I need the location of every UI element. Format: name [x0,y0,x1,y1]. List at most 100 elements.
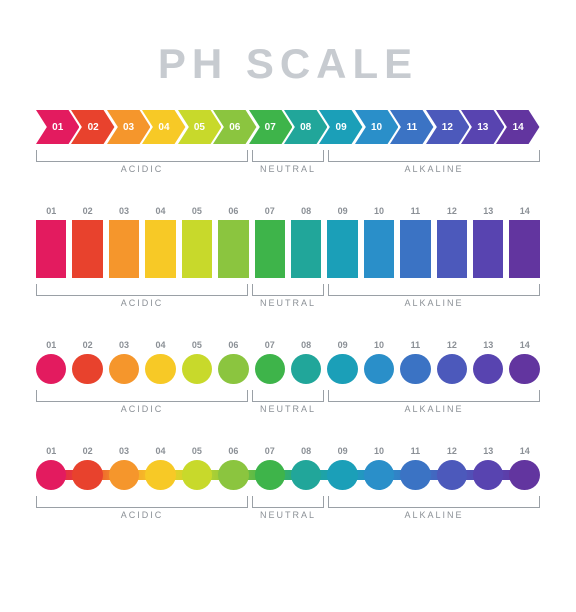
linked-strip [36,460,540,490]
circle-05 [182,354,212,384]
linked-circle-04 [145,460,175,490]
number-strip: 0102030405060708091011121314 [36,340,540,350]
num-label: 05 [182,340,212,350]
bar-06 [218,220,248,278]
num-label: 02 [72,446,102,456]
bar-13 [473,220,503,278]
linked-circle-03 [109,460,139,490]
linked-circle-09 [327,460,357,490]
num-label: 06 [218,340,248,350]
num-label: 01 [36,206,66,216]
num-label: 09 [327,446,357,456]
circle-14 [509,354,539,384]
circle-04 [145,354,175,384]
label-alkaline: ALKALINE [404,164,463,174]
circle-11 [400,354,430,384]
bar-04 [145,220,175,278]
linked-circle-02 [72,460,102,490]
circle-13 [473,354,503,384]
number-strip: 0102030405060708091011121314 [36,206,540,216]
linked-circle-13 [473,460,503,490]
circle-01 [36,354,66,384]
circle-08 [291,354,321,384]
num-label: 13 [473,446,503,456]
label-acidic: ACIDIC [121,298,164,308]
num-label: 09 [327,340,357,350]
num-label: 04 [145,446,175,456]
bracket-row-2: ACIDIC NEUTRAL ALKALINE [36,284,540,312]
bar-09 [327,220,357,278]
num-label: 03 [109,206,139,216]
number-strip: 0102030405060708091011121314 [36,446,540,456]
num-label: 09 [327,206,357,216]
bar-strip [36,220,540,278]
bar-01 [36,220,66,278]
num-label: 11 [400,206,430,216]
bar-05 [182,220,212,278]
bracket-row-3: ACIDIC NEUTRAL ALKALINE [36,390,540,418]
num-label: 10 [364,446,394,456]
bar-10 [364,220,394,278]
num-label: 08 [291,206,321,216]
num-label: 14 [509,446,539,456]
linked-circle-14 [509,460,539,490]
num-label: 07 [255,446,285,456]
num-label: 14 [509,340,539,350]
linked-circle-11 [400,460,430,490]
num-label: 05 [182,446,212,456]
page-title: PH SCALE [36,40,540,88]
bracket-row-4: ACIDIC NEUTRAL ALKALINE [36,496,540,524]
bar-02 [72,220,102,278]
label-neutral: NEUTRAL [260,404,316,414]
linked-circle-10 [364,460,394,490]
label-alkaline: ALKALINE [404,404,463,414]
num-label: 10 [364,340,394,350]
num-label: 08 [291,340,321,350]
bar-08 [291,220,321,278]
linked-circle-05 [182,460,212,490]
num-label: 11 [400,446,430,456]
num-label: 03 [109,340,139,350]
num-label: 13 [473,206,503,216]
num-label: 01 [36,446,66,456]
bracket-row-1: ACIDIC NEUTRAL ALKALINE [36,150,540,178]
circle-03 [109,354,139,384]
label-acidic: ACIDIC [121,404,164,414]
label-neutral: NEUTRAL [260,164,316,174]
num-label: 02 [72,340,102,350]
num-label: 02 [72,206,102,216]
num-label: 04 [145,206,175,216]
label-neutral: NEUTRAL [260,298,316,308]
linked-circle-01 [36,460,66,490]
num-label: 13 [473,340,503,350]
circle-02 [72,354,102,384]
num-label: 04 [145,340,175,350]
circle-06 [218,354,248,384]
bar-14 [509,220,539,278]
circle-09 [327,354,357,384]
linked-circle-07 [255,460,285,490]
circle-07 [255,354,285,384]
linked-circle-12 [437,460,467,490]
num-label: 11 [400,340,430,350]
num-label: 08 [291,446,321,456]
num-label: 12 [437,206,467,216]
bar-03 [109,220,139,278]
label-alkaline: ALKALINE [404,298,463,308]
circle-12 [437,354,467,384]
row-chevrons: 0102030405060708091011121314 ACIDIC NEUT… [36,110,540,178]
label-acidic: ACIDIC [121,510,164,520]
num-label: 05 [182,206,212,216]
row-circles: 0102030405060708091011121314 ACIDIC NEUT… [36,340,540,418]
chevron-14: 14 [496,110,539,144]
num-label: 06 [218,206,248,216]
circle-10 [364,354,394,384]
num-label: 12 [437,340,467,350]
num-label: 10 [364,206,394,216]
circle-strip [36,354,540,384]
num-label: 14 [509,206,539,216]
linked-circle-08 [291,460,321,490]
num-label: 03 [109,446,139,456]
bar-07 [255,220,285,278]
label-neutral: NEUTRAL [260,510,316,520]
